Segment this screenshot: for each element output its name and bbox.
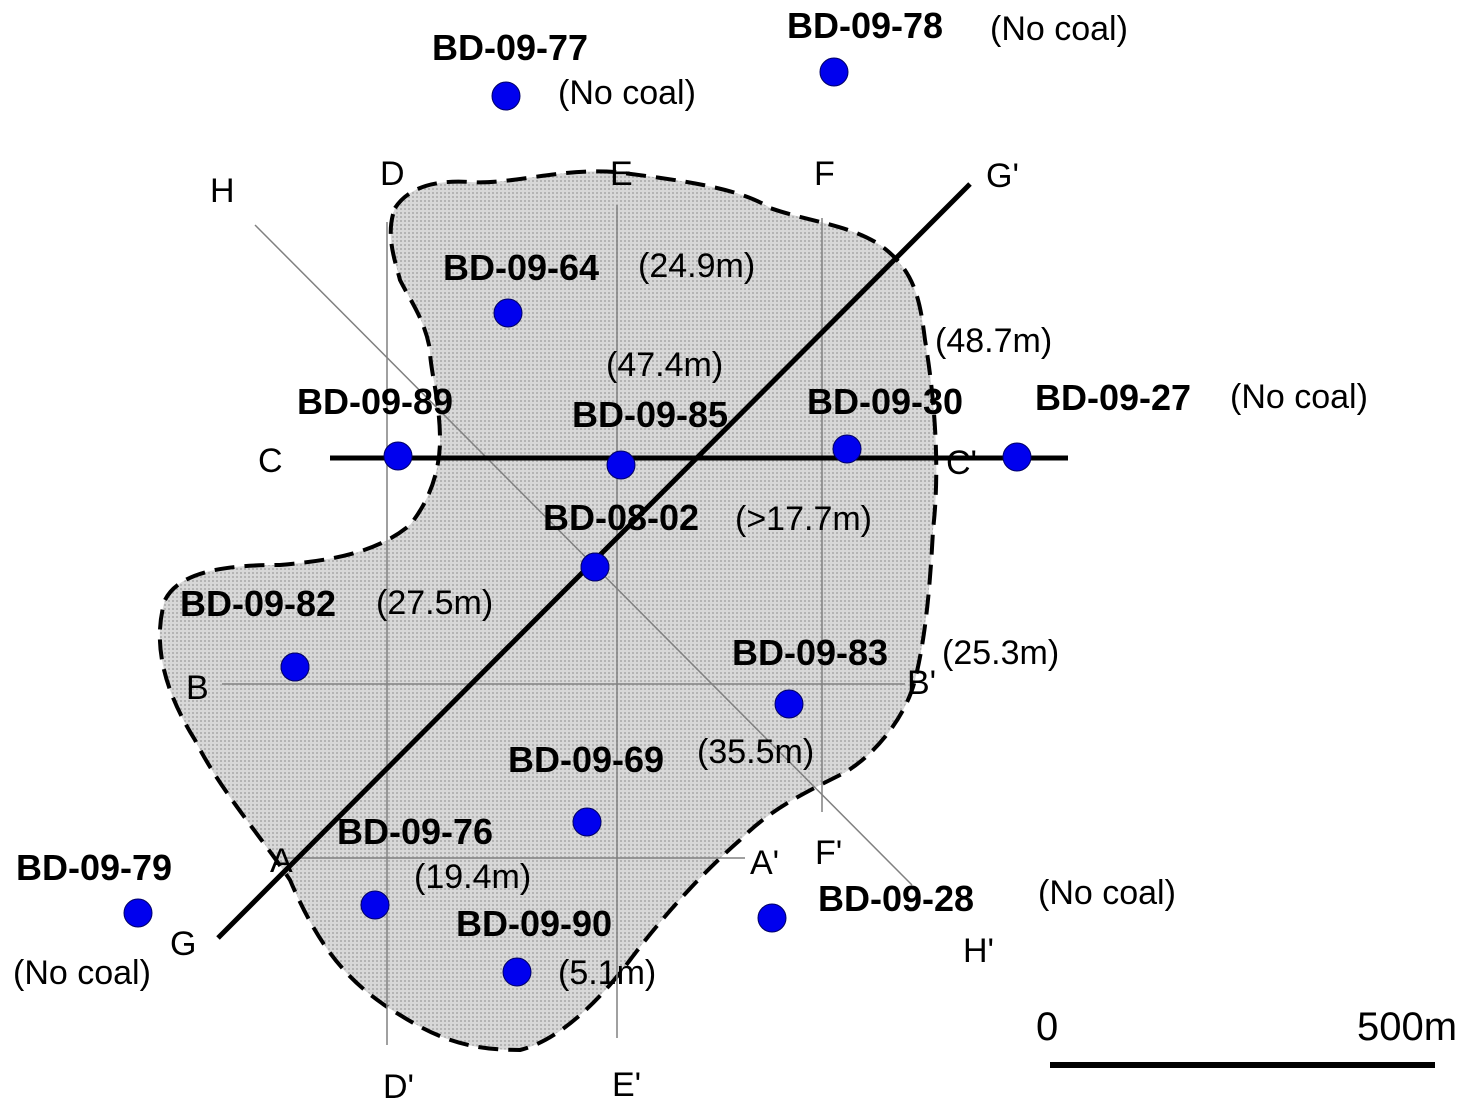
section-label-a: A <box>270 842 293 880</box>
section-labels: A A' B B' C C' D D' E E' F F' G G' H H' <box>170 155 1019 1102</box>
borehole-note-bd-09-79: (No coal) <box>13 954 151 992</box>
section-label-e: E <box>610 155 633 193</box>
section-label-e-prime: E' <box>612 1066 641 1102</box>
borehole-label-bd-09-28: BD-09-28 <box>818 878 974 919</box>
section-label-c: C <box>258 442 283 480</box>
borehole-marker-bd-09-89[interactable] <box>383 441 413 471</box>
borehole-marker-bd-09-85[interactable] <box>606 450 636 480</box>
borehole-label-bd-09-76: BD-09-76 <box>337 811 493 852</box>
borehole-note-bd-08-02: (>17.7m) <box>735 500 872 538</box>
borehole-marker-bd-09-27[interactable] <box>1002 442 1032 472</box>
borehole-labels: BD-09-77 BD-09-78 BD-09-64 BD-09-89 BD-0… <box>16 5 1191 944</box>
borehole-label-bd-09-89: BD-09-89 <box>297 381 453 422</box>
section-label-d: D <box>380 155 405 193</box>
borehole-note-bd-09-27: (No coal) <box>1230 378 1368 416</box>
borehole-label-bd-09-64: BD-09-64 <box>443 247 599 288</box>
borehole-note-bd-09-78: (No coal) <box>990 10 1128 48</box>
borehole-note-bd-09-77: (No coal) <box>558 74 696 112</box>
borehole-marker-bd-09-82[interactable] <box>280 652 310 682</box>
section-line-h <box>254 224 913 886</box>
borehole-markers <box>123 57 1032 987</box>
borehole-marker-bd-09-83[interactable] <box>774 689 804 719</box>
borehole-note-bd-09-82: (27.5m) <box>376 584 493 622</box>
borehole-marker-bd-09-76[interactable] <box>360 890 390 920</box>
borehole-note-bd-09-64: (24.9m) <box>638 247 755 285</box>
borehole-note-bd-09-28: (No coal) <box>1038 874 1176 912</box>
section-label-h: H <box>210 172 235 210</box>
borehole-marker-bd-09-69[interactable] <box>572 807 602 837</box>
section-label-g: G <box>170 925 196 963</box>
borehole-label-bd-09-27: BD-09-27 <box>1035 377 1191 418</box>
borehole-marker-bd-09-78[interactable] <box>819 57 849 87</box>
borehole-marker-bd-09-64[interactable] <box>493 298 523 328</box>
borehole-note-bd-09-76: (19.4m) <box>414 858 531 896</box>
borehole-marker-bd-09-28[interactable] <box>757 903 787 933</box>
borehole-marker-bd-09-30[interactable] <box>832 434 862 464</box>
section-label-g-prime: G' <box>986 157 1019 195</box>
borehole-note-bd-09-83: (25.3m) <box>942 634 1059 672</box>
borehole-marker-bd-09-90[interactable] <box>502 957 532 987</box>
section-label-h-prime: H' <box>963 932 994 970</box>
section-label-f: F <box>814 155 835 193</box>
borehole-label-bd-09-83: BD-09-83 <box>732 632 888 673</box>
borehole-marker-bd-09-77[interactable] <box>491 81 521 111</box>
scale-bar-end-label: 500m <box>1357 1005 1457 1049</box>
borehole-label-bd-09-90: BD-09-90 <box>456 903 612 944</box>
scale-bar-start-label: 0 <box>1036 1005 1058 1049</box>
borehole-note-bd-09-30: (48.7m) <box>935 322 1052 360</box>
section-label-b: B <box>186 669 209 707</box>
borehole-label-bd-09-79: BD-09-79 <box>16 847 172 888</box>
borehole-label-bd-09-82: BD-09-82 <box>180 583 336 624</box>
borehole-label-bd-09-77: BD-09-77 <box>432 27 588 68</box>
section-label-b-prime: B' <box>907 664 936 702</box>
coal-extent-area <box>157 169 939 1053</box>
borehole-label-bd-09-78: BD-09-78 <box>787 5 943 46</box>
section-label-d-prime: D' <box>383 1068 414 1102</box>
borehole-label-bd-09-69: BD-09-69 <box>508 739 664 780</box>
borehole-label-bd-09-85: BD-09-85 <box>572 394 728 435</box>
borehole-label-bd-08-02: BD-08-02 <box>543 497 699 538</box>
borehole-marker-bd-08-02[interactable] <box>580 552 610 582</box>
section-label-f-prime: F' <box>815 834 842 872</box>
borehole-notes: (No coal) (No coal) (24.9m) (47.4m) (48.… <box>13 10 1368 992</box>
borehole-note-bd-09-85: (47.4m) <box>606 346 723 384</box>
borehole-note-bd-09-69: (35.5m) <box>697 733 814 771</box>
scale-bar: 0 500m <box>1036 1005 1457 1068</box>
borehole-marker-bd-09-79[interactable] <box>123 898 153 928</box>
section-label-c-prime: C' <box>946 444 977 482</box>
section-label-a-prime: A' <box>750 844 779 882</box>
borehole-note-bd-09-90: (5.1m) <box>558 954 656 992</box>
borehole-label-bd-09-30: BD-09-30 <box>807 381 963 422</box>
